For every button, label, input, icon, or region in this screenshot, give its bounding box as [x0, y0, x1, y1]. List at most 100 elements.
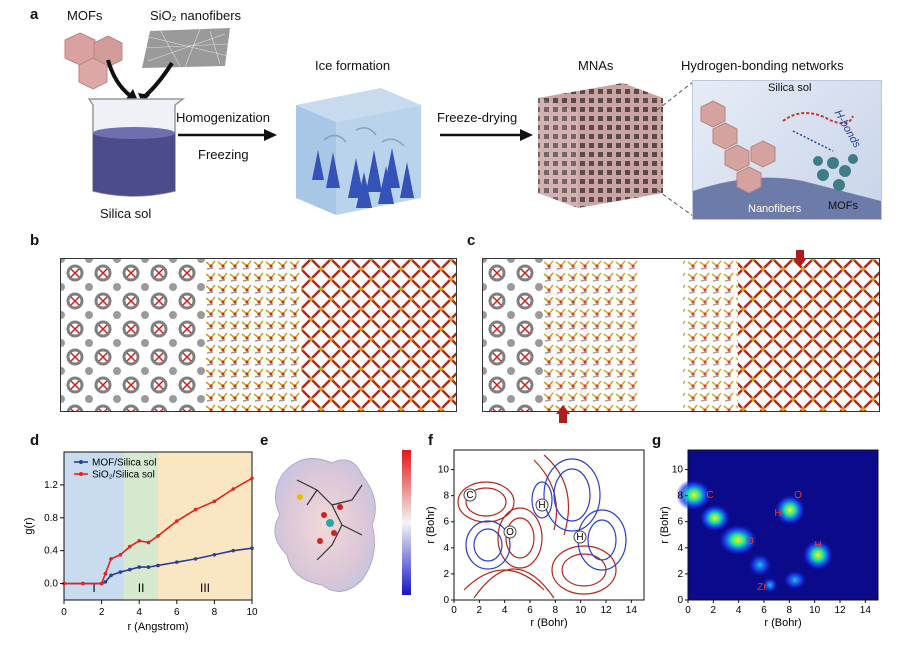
- heatmap-atom-label-5: H: [814, 540, 821, 551]
- contour-ytick-label-3: 4: [443, 543, 449, 554]
- heatmap-atom-label-2: O: [746, 536, 754, 547]
- rdf-point-2-6: [118, 552, 123, 557]
- contour-ylabel: r (Bohr): [425, 506, 437, 543]
- contour-atom-marker-4: [503, 525, 517, 539]
- ice-cube-illustration: [296, 88, 421, 215]
- beaker-illustration: [87, 98, 186, 197]
- rdf-region-label-2: II: [138, 581, 145, 595]
- freezing-label: Freezing: [198, 147, 249, 162]
- inset-silica-sol-label: Silica sol: [768, 82, 812, 94]
- zoom-lines: [656, 81, 694, 217]
- pouring-arrows-icon: [106, 59, 174, 103]
- rdf-xtick-label-1: 0: [61, 607, 67, 618]
- heatmap-xtick-label-4: 6: [761, 605, 767, 616]
- rdf-point-1-4: [103, 580, 108, 584]
- process-arrow-1: [178, 129, 277, 141]
- rdf-region-3: [158, 452, 252, 600]
- hbond-inset-drawing: [693, 100, 881, 219]
- nanofiber-mat-illustration: [142, 28, 230, 68]
- inset-mofs-label: MOFs: [828, 200, 858, 212]
- rdf-ytick-label-3: 0.8: [44, 513, 58, 524]
- rdf-axes: 0 2 4 6 8 10 0.0 0.4 0.8 1.2 r (Angstrom) g(r): [23, 480, 258, 633]
- heatmap-atom-label-1: C: [706, 490, 713, 501]
- rdf-point-2-4: [103, 571, 108, 576]
- rdf-ytick-label-1: 0.0: [44, 579, 58, 590]
- rdf-legend-marker-2: [79, 472, 83, 476]
- rdf-point-1-7: [128, 567, 132, 572]
- rdf-point-1-9: [146, 565, 151, 569]
- heatmap-ytick-label-3: 4: [677, 543, 683, 554]
- rdf-ytick-label-4: 1.2: [44, 480, 58, 491]
- contour-atom-marker-2: [535, 498, 549, 512]
- mna-cube-illustration: [538, 83, 663, 208]
- rdf-region-label-1: I: [92, 581, 95, 595]
- heatmap-atom-label-3: H: [774, 508, 781, 519]
- md-snapshot-c-drawing: [483, 259, 879, 411]
- process-arrow-2: [440, 129, 533, 141]
- heatmap-ytick-label-5: 8: [677, 491, 683, 502]
- rdf-point-2-10: [156, 534, 160, 538]
- rdf-point-1-15: [250, 546, 254, 550]
- heatmap-ytick-label-1: 0: [677, 595, 683, 606]
- contour-xtick-label-3: 4: [502, 605, 508, 616]
- rdf-point-1-13: [212, 552, 217, 557]
- contour-ytick-label-5: 8: [443, 491, 449, 502]
- hbond-networks-label: Hydrogen-bonding networks: [681, 58, 844, 73]
- rdf-point-2-3: [99, 581, 104, 586]
- contour-blue-lines: [465, 458, 627, 571]
- heatmap-xtick-label-8: 14: [860, 605, 872, 616]
- contour-xtick-label-6: 10: [575, 605, 587, 616]
- heatmap-ylabel: r (Bohr): [660, 506, 671, 543]
- mnas-label: MNAs: [578, 58, 614, 73]
- rdf-point-1-12: [193, 557, 198, 561]
- rdf-point-2-13: [212, 499, 217, 504]
- heatmap-xtick-label-2: 2: [711, 605, 717, 616]
- rdf-point-1-14: [231, 548, 235, 553]
- contour-atom-marker-1: [463, 488, 477, 502]
- rdf-plot-frame: [63, 451, 253, 601]
- contour-axes: 0 2 4 6 8 10 12 14 0 2 4 6 8 10 r (Bohr) r (Bohr): [425, 465, 637, 629]
- contour-ytick-label-4: 6: [443, 517, 449, 528]
- rdf-point-1-10: [156, 563, 160, 568]
- contour-xtick-label-7: 12: [600, 605, 612, 616]
- rdf-point-2-2: [81, 581, 85, 586]
- rdf-legend-marker-1: [79, 460, 83, 464]
- rdf-region-label-3: III: [200, 581, 210, 595]
- interface-marker-top-icon: [793, 250, 807, 267]
- silica-sol-label: Silica sol: [100, 206, 152, 221]
- rdf-point-2-9: [146, 540, 151, 545]
- rdf-legend-label-1: MOF/Silica sol: [92, 458, 156, 469]
- contour-atom-label-1: C: [466, 490, 473, 501]
- interface-marker-bottom-icon: [556, 405, 570, 423]
- rdf-point-1-5: [109, 573, 113, 578]
- elf-heatmap-plot: C O H O H Zr 0 2 4 6 8 10 12 14 0 2 4 6 8 10 r (Bohr) r (Boh…: [660, 449, 879, 629]
- contour-frame: [453, 449, 645, 601]
- contour-xtick-label-2: 2: [477, 605, 483, 616]
- rdf-xlabel: r (Angstrom): [127, 621, 188, 633]
- esp-surface-illustration: [274, 450, 411, 595]
- rdf-xtick-label-2: 2: [99, 607, 105, 618]
- rdf-legend-label-2: SiO₂/Silica sol: [92, 470, 155, 481]
- rdf-xtick-label-6: 10: [246, 607, 258, 618]
- homogenization-label: Homogenization: [176, 110, 270, 125]
- heatmap-atom-label-6: Zr: [757, 582, 767, 593]
- contour-xtick-label-5: 8: [553, 605, 559, 616]
- panel-label-b: b: [30, 232, 40, 249]
- contour-atom-label-2: H: [538, 500, 545, 511]
- mofs-label: MOFs: [67, 8, 103, 23]
- contour-xlabel: r (Bohr): [530, 617, 567, 629]
- freeze-drying-label: Freeze-drying: [437, 110, 518, 125]
- heatmap-xtick-label-1: 0: [685, 605, 691, 616]
- heatmap-xlabel: r (Bohr): [764, 617, 801, 629]
- heatmap-ytick-label-2: 2: [677, 569, 683, 580]
- heatmap-atom-label-4: O: [794, 490, 802, 501]
- rdf-point-2-5: [109, 557, 113, 561]
- panel-label-e: e: [260, 432, 269, 449]
- rdf-xtick-label-5: 8: [212, 607, 218, 618]
- contour-atom-label-3: H: [576, 532, 583, 543]
- heatmap-ytick-label-4: 6: [677, 517, 683, 528]
- md-snapshot-b: [60, 258, 457, 412]
- contour-xtick-label-4: 6: [527, 605, 533, 616]
- heatmap-axes: 0 2 4 6 8 10 12 14 0 2 4 6 8 10 r (Bohr) r (Bohr): [660, 465, 871, 629]
- rdf-point-2-7: [128, 544, 132, 549]
